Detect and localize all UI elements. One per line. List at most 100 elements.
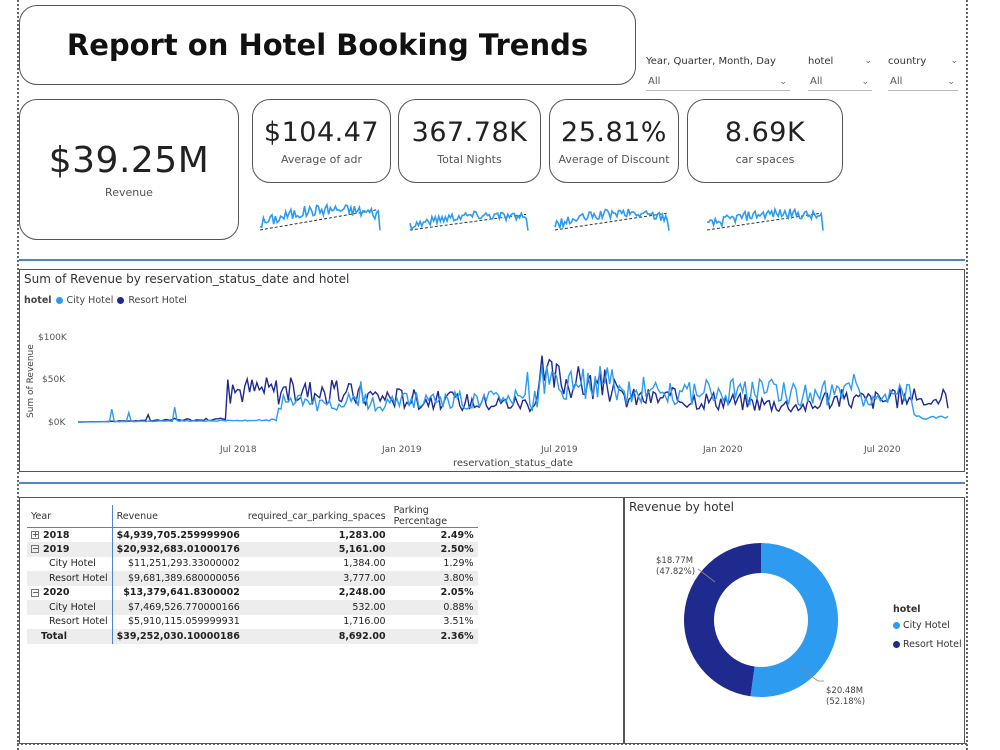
donut-legend-title: hotel — [893, 604, 921, 615]
sparkline-series — [409, 210, 529, 232]
matrix-cell-revenue: $13,379,641.8300002 — [111, 585, 244, 600]
donut-legend-city: City Hotel — [903, 620, 950, 631]
revenue-line-chart[interactable]: $100K $50K $0K Sum of Revenue Jul 2018 J… — [20, 318, 964, 470]
donut-legend-item-city[interactable]: City Hotel — [893, 620, 962, 631]
kpi-car-card: 8.69K car spaces — [687, 99, 843, 183]
matrix-cell-revenue: $20,932,683.01000176 — [111, 542, 244, 557]
donut-data-label: (52.18%) — [826, 697, 865, 707]
kpi-discount-value: 25.81% — [561, 116, 667, 148]
kpi-adr-label: Average of adr — [280, 152, 362, 166]
matrix-sub-row: Resort Hotel $9,681,389.680000056 3,777.00… — [27, 571, 478, 586]
matrix-cell-revenue: $5,910,115.059999931 — [111, 614, 244, 629]
y-tick-50k: $50K — [42, 375, 66, 385]
legend-resort: Resort Hotel — [128, 295, 187, 306]
matrix-row-label-text: Total — [41, 630, 67, 642]
section-divider — [19, 259, 965, 261]
kpi-revenue-card: $39.25M Revenue — [19, 99, 239, 240]
legend-dot-resort — [893, 641, 900, 648]
slicer-hotel[interactable]: hotel ⌄ All ⌄ — [808, 53, 872, 91]
kpi-nights-value: 367.78K — [411, 116, 528, 148]
matrix-cell-revenue: $9,681,389.680000056 — [111, 571, 244, 586]
chevron-down-icon: ⌄ — [947, 76, 955, 87]
donut-data-label: $20.48M — [826, 686, 863, 696]
x-axis-title: reservation_status_date — [453, 458, 573, 469]
sparkline-adr — [259, 202, 381, 231]
slicer-date-value: All — [648, 76, 661, 87]
sparkline-trend — [554, 212, 668, 231]
col-header-revenue[interactable]: Revenue — [111, 505, 244, 528]
matrix-total-row: Total $39,252,030.10000186 8,692.00 2.36% — [27, 629, 478, 644]
frame-right — [966, 0, 968, 750]
x-tick-jul2018: Jul 2018 — [219, 445, 257, 455]
sparkline-nights — [409, 210, 529, 232]
slicer-hotel-dropdown[interactable]: All ⌄ — [808, 73, 872, 91]
matrix-cell-pct: 2.05% — [440, 587, 474, 599]
matrix-cell-spaces: 1,716.00 — [343, 616, 386, 628]
donut-title: Revenue by hotel — [629, 500, 734, 514]
matrix-row-label: Total — [27, 629, 113, 644]
donut-data-label: $18.77M — [656, 556, 693, 566]
matrix-sub-row: City Hotel $7,469,526.770000166 532.00 0.88… — [27, 600, 478, 615]
donut-leader-line — [697, 568, 716, 583]
line-chart-legend: hotel City Hotel Resort Hotel — [24, 295, 187, 306]
line-chart-title: Sum of Revenue by reservation_status_dat… — [24, 272, 350, 286]
revenue-line-chart-panel[interactable] — [19, 269, 965, 472]
matrix-cell-pct: 2.36% — [389, 629, 478, 644]
slicer-country-label: country — [888, 55, 927, 67]
matrix-cell-pct: 3.80% — [389, 571, 478, 586]
chevron-down-icon: ⌄ — [779, 76, 787, 87]
slicer-country-dropdown[interactable]: All ⌄ — [888, 73, 958, 91]
expand-icon[interactable]: + — [31, 530, 39, 539]
revenue-by-hotel-donut[interactable]: $20.48M(52.18%) $18.77M(47.82%) — [630, 520, 890, 740]
matrix-row-label: City Hotel — [27, 600, 113, 615]
matrix-cell-spaces: 2,248.00 — [338, 587, 386, 599]
x-tick-jan2019: Jan 2019 — [381, 445, 422, 455]
revenue-parking-matrix[interactable]: Year Revenue required_car_parking_spaces… — [27, 505, 478, 644]
matrix-row-label: Resort Hotel — [27, 615, 112, 630]
collapse-icon[interactable]: − — [31, 544, 39, 554]
matrix-cell-revenue: $11,251,293.33000002 — [111, 556, 244, 571]
slicer-country[interactable]: country ⌄ All ⌄ — [888, 53, 958, 91]
series-line-city — [78, 366, 949, 423]
y-axis-title: Sum of Revenue — [26, 344, 36, 418]
matrix-row-label-text: City Hotel — [49, 558, 96, 570]
chevron-down-icon: ⌄ — [950, 56, 958, 66]
col-header-pct[interactable]: Parking Percentage — [389, 505, 478, 528]
sparkline-car — [706, 206, 824, 231]
col-header-year[interactable]: Year — [27, 505, 113, 528]
donut-legend-resort: Resort Hotel — [903, 639, 962, 650]
col-header-parking[interactable]: required_car_parking_spaces — [243, 505, 390, 528]
matrix-row-label-text: 2020 — [43, 587, 70, 599]
matrix-year-row[interactable]: −2020 $13,379,641.8300002 2,248.00 2.05% — [27, 585, 478, 600]
kpi-car-label: car spaces — [735, 152, 795, 166]
collapse-icon[interactable]: − — [31, 587, 39, 597]
kpi-car-value: 8.69K — [724, 116, 806, 148]
frame-left — [17, 0, 19, 750]
kpi-adr-card: $104.47 Average of adr — [252, 99, 391, 183]
legend-dot-city — [55, 297, 63, 304]
slicer-date[interactable]: Year, Quarter, Month, Day All ⌄ — [646, 53, 790, 91]
kpi-nights-label: Total Nights — [437, 152, 502, 166]
donut-legend-item-resort[interactable]: Resort Hotel — [893, 639, 962, 650]
matrix-year-row[interactable]: −2019 $20,932,683.01000176 5,161.00 2.50% — [27, 542, 478, 557]
legend-title: hotel — [24, 295, 52, 306]
donut-slice-resort[interactable] — [684, 543, 761, 697]
matrix-cell-revenue: $7,469,526.770000166 — [111, 600, 244, 615]
matrix-cell-spaces: 5,161.00 — [243, 542, 390, 557]
y-tick-0k: $0K — [48, 418, 66, 428]
matrix-cell-pct: 2.49% — [440, 529, 474, 541]
kpi-discount-label: Average of Discount — [558, 152, 670, 166]
slicer-date-dropdown[interactable]: All ⌄ — [646, 73, 790, 91]
matrix-cell-pct: 1.29% — [443, 558, 474, 570]
donut-slice-city[interactable] — [750, 543, 838, 697]
matrix-cell-spaces: 1,384.00 — [343, 558, 386, 570]
chevron-down-icon: ⌄ — [864, 56, 872, 66]
kpi-revenue-value: $39.25M — [48, 140, 210, 181]
matrix-year-row[interactable]: +2018 $4,939,705.259999906 1,283.00 2.49% — [27, 527, 478, 542]
matrix-row-label-text: Resort Hotel — [49, 572, 108, 584]
donut-legend: hotel City Hotel Resort Hotel — [893, 604, 962, 650]
matrix-cell-spaces: 532.00 — [243, 600, 390, 615]
slicer-country-value: All — [890, 76, 903, 87]
matrix-cell-pct: 0.88% — [389, 600, 478, 615]
matrix-sub-row: City Hotel $11,251,293.33000002 1,384.00 1.… — [27, 556, 478, 571]
